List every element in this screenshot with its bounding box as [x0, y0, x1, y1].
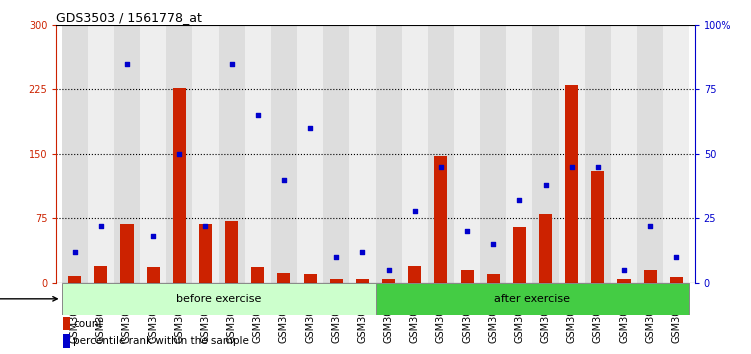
Point	[304, 125, 316, 131]
Bar	[566, 85, 578, 283]
Bar	[434, 155, 448, 283]
Bar	[382, 279, 395, 283]
Point	[461, 228, 473, 234]
Bar	[323, 25, 349, 283]
Bar	[487, 274, 499, 283]
Bar	[585, 25, 611, 283]
Bar	[245, 25, 271, 283]
Point	[95, 223, 107, 229]
Bar	[219, 25, 245, 283]
Point	[409, 208, 421, 213]
Point	[200, 223, 212, 229]
Bar	[303, 274, 317, 283]
Bar	[297, 25, 323, 283]
Point	[644, 223, 656, 229]
Bar	[62, 334, 70, 348]
Bar	[376, 283, 689, 315]
Bar	[140, 25, 166, 283]
Text: percentile rank within the sample: percentile rank within the sample	[74, 336, 249, 346]
Point	[382, 267, 394, 273]
Bar	[409, 266, 421, 283]
Point	[68, 249, 80, 255]
Point	[435, 164, 447, 170]
Bar	[225, 221, 238, 283]
Bar	[402, 25, 428, 283]
Bar	[480, 25, 506, 283]
Bar	[62, 283, 376, 315]
Point	[671, 254, 683, 260]
Bar	[95, 266, 107, 283]
Bar	[88, 25, 114, 283]
Bar	[199, 224, 212, 283]
Bar	[513, 227, 526, 283]
Bar	[62, 317, 70, 330]
Bar	[166, 25, 192, 283]
Bar	[376, 25, 402, 283]
Bar	[356, 279, 369, 283]
Bar	[330, 279, 342, 283]
Bar	[670, 277, 683, 283]
Bar	[532, 25, 559, 283]
Bar	[114, 25, 140, 283]
Text: before exercise: before exercise	[176, 294, 261, 304]
Text: protocol: protocol	[0, 294, 57, 304]
Bar	[62, 25, 88, 283]
Point	[252, 112, 264, 118]
Text: count: count	[74, 319, 103, 329]
Point	[592, 164, 604, 170]
Bar	[611, 25, 637, 283]
Point	[121, 61, 133, 66]
Bar	[644, 270, 656, 283]
Bar	[539, 214, 552, 283]
Point	[225, 61, 237, 66]
Bar	[617, 279, 631, 283]
Bar	[192, 25, 219, 283]
Bar	[637, 25, 663, 283]
Point	[618, 267, 630, 273]
Bar	[506, 25, 532, 283]
Point	[173, 151, 185, 157]
Text: GDS3503 / 1561778_at: GDS3503 / 1561778_at	[56, 11, 202, 24]
Point	[330, 254, 342, 260]
Bar	[460, 270, 474, 283]
Bar	[277, 273, 291, 283]
Bar	[428, 25, 454, 283]
Point	[357, 249, 369, 255]
Bar	[173, 88, 185, 283]
Text: after exercise: after exercise	[494, 294, 571, 304]
Point	[487, 241, 499, 247]
Point	[147, 234, 159, 239]
Point	[566, 164, 578, 170]
Point	[514, 198, 526, 203]
Point	[278, 177, 290, 183]
Bar	[559, 25, 585, 283]
Point	[539, 182, 551, 188]
Bar	[120, 224, 134, 283]
Bar	[663, 25, 689, 283]
Bar	[349, 25, 376, 283]
Bar	[271, 25, 297, 283]
Bar	[454, 25, 480, 283]
Bar	[252, 268, 264, 283]
Bar	[146, 268, 160, 283]
Bar	[68, 276, 81, 283]
Bar	[591, 171, 605, 283]
